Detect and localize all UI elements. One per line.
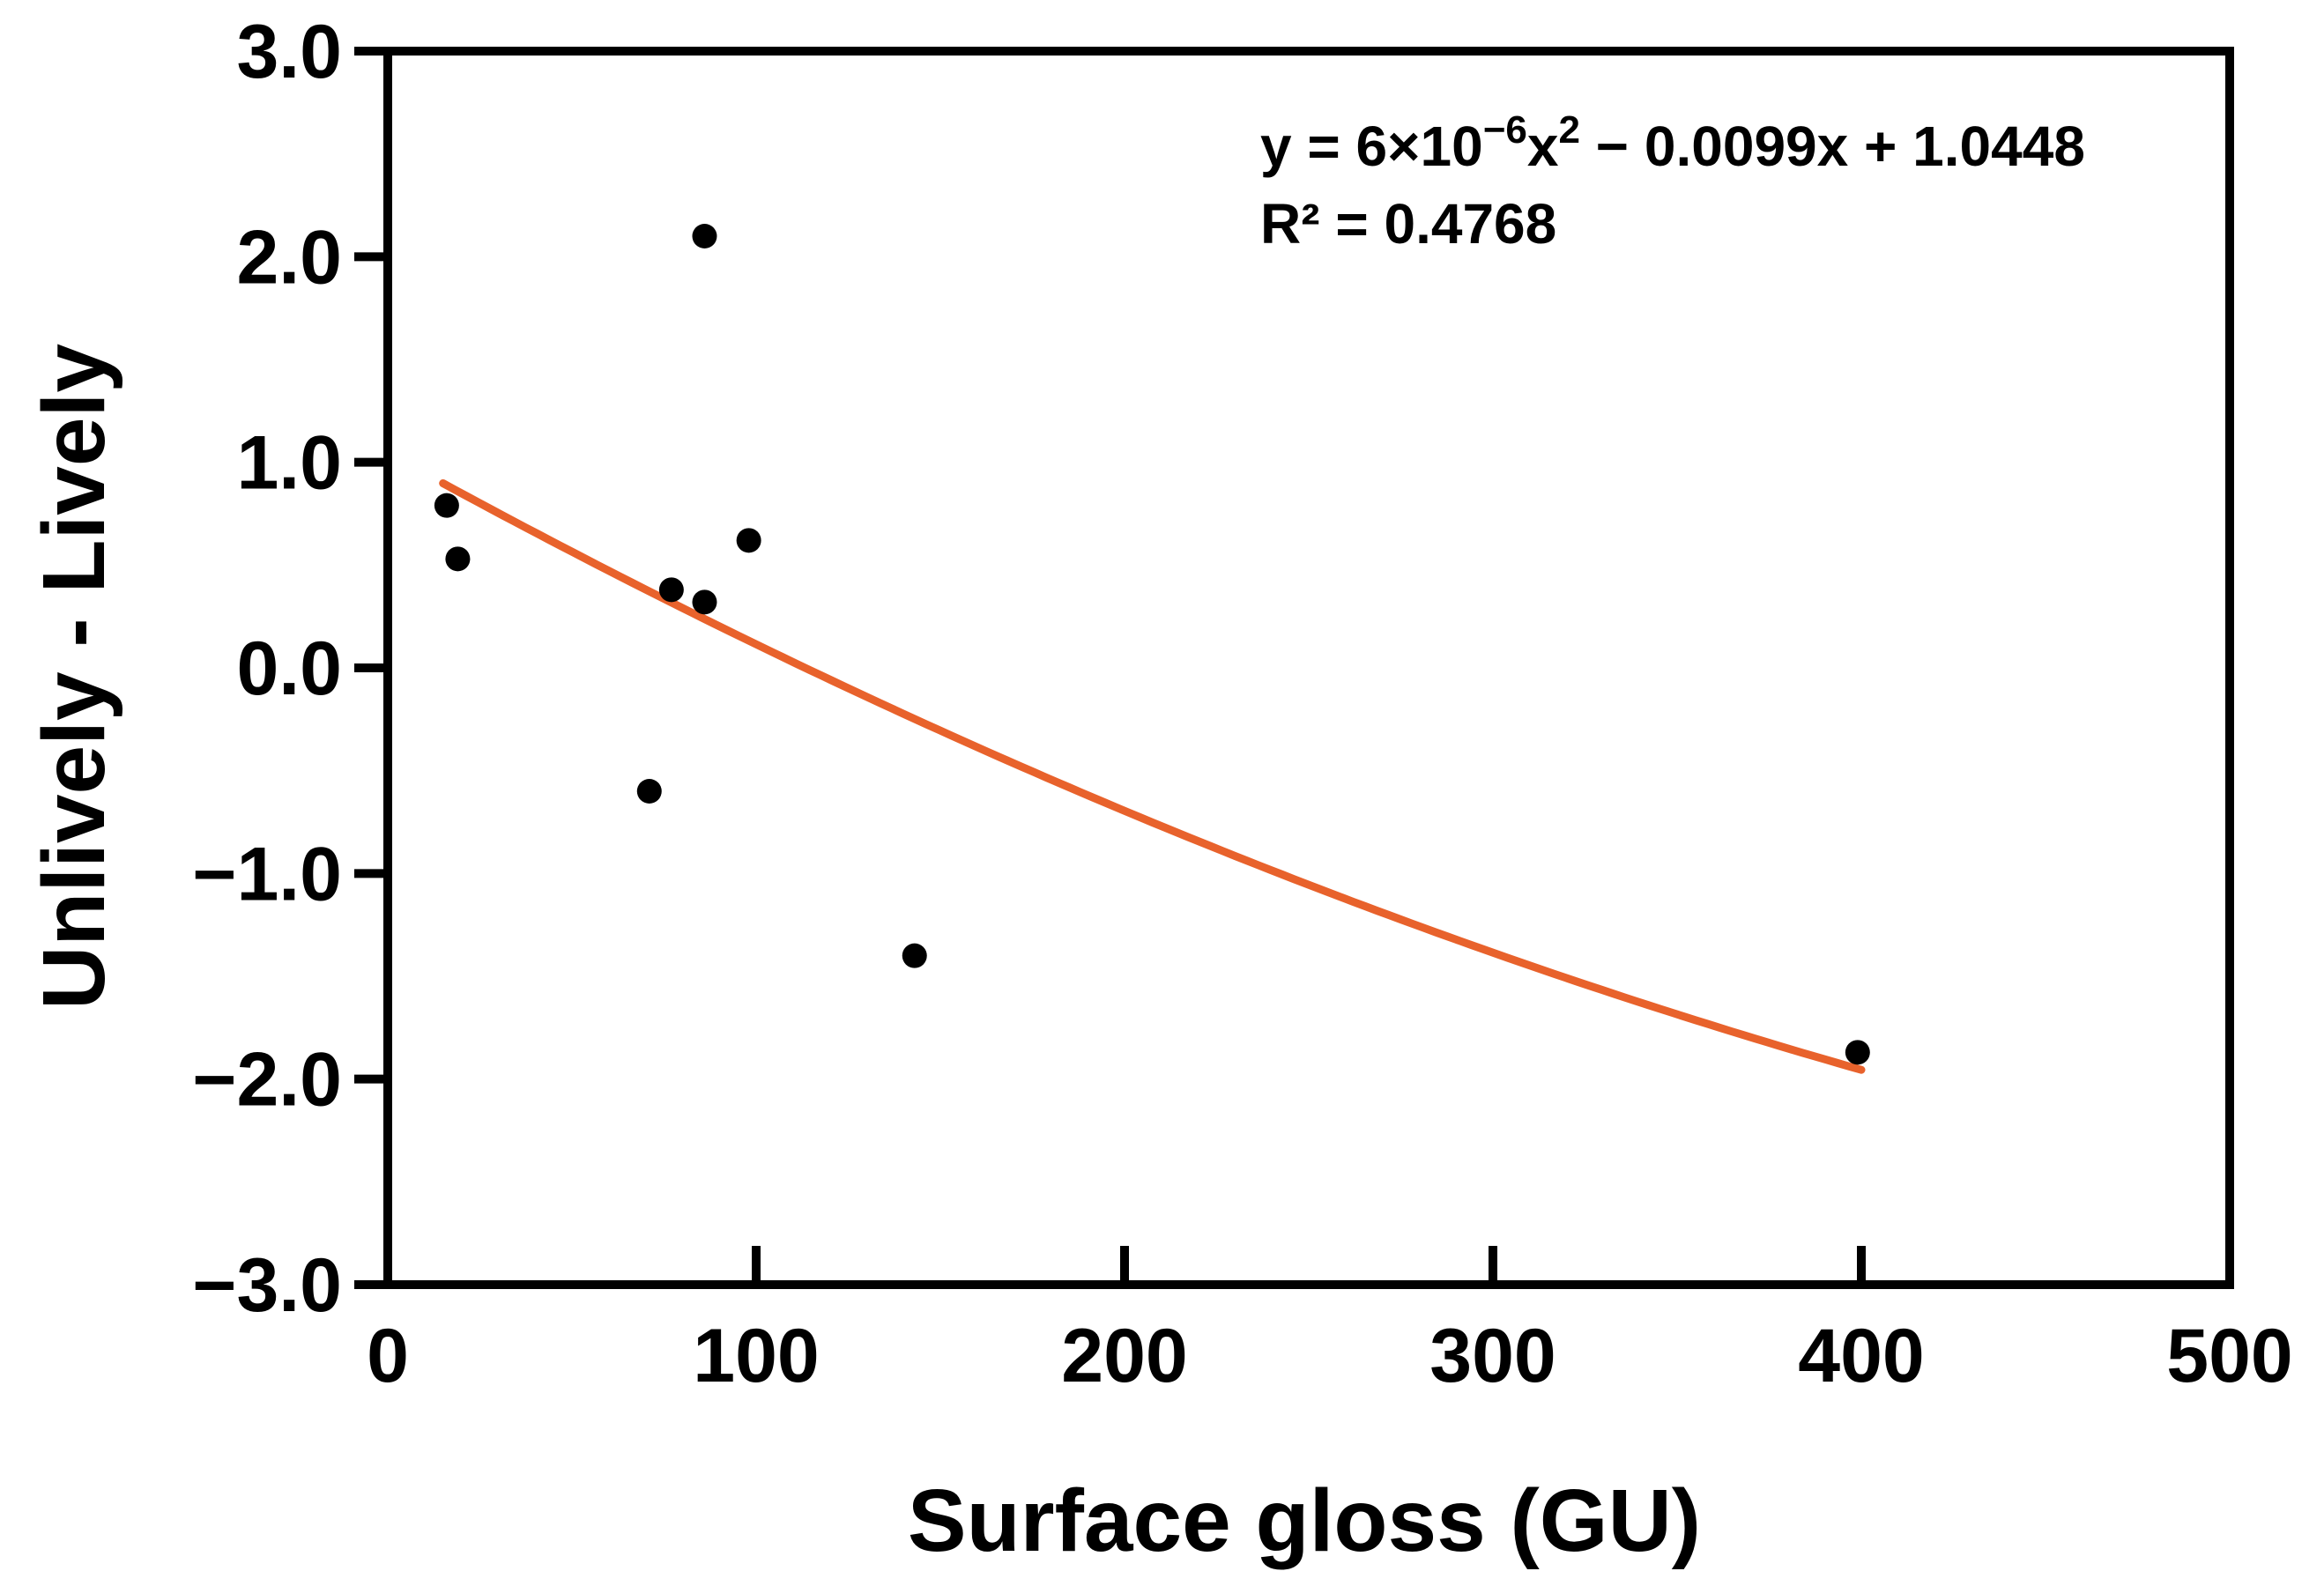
data-point [902, 943, 927, 968]
fit-curve [439, 479, 1866, 1074]
y-tick-label: −2.0 [192, 1038, 342, 1123]
equation-prefix: y = 6×10 [1260, 115, 1483, 178]
equation-x-exponent: 2 [1558, 108, 1579, 152]
r-squared-label: R² = 0.4768 [1260, 192, 1556, 256]
x-tick-label: 500 [2166, 1314, 2293, 1398]
x-tick-label: 300 [1429, 1314, 1556, 1398]
y-tick-label: 0.0 [236, 626, 342, 711]
x-axis-title: Surface gloss (GU) [908, 1471, 1701, 1570]
y-tick-label: −3.0 [192, 1243, 342, 1328]
data-point [692, 224, 717, 248]
x-tick-label: 400 [1798, 1314, 1925, 1398]
equation-x: x [1527, 115, 1559, 178]
equation-exponent: −6 [1483, 108, 1527, 152]
data-point [445, 546, 471, 572]
data-point [658, 577, 684, 603]
data-point [692, 589, 717, 615]
y-tick-label: 3.0 [236, 10, 342, 94]
y-tick-label: 1.0 [236, 421, 342, 506]
y-tick-label: 2.0 [236, 215, 342, 300]
data-point [736, 528, 761, 553]
plot-frame [383, 47, 2234, 1289]
y-axis-title: Unlively - Lively [25, 344, 123, 1010]
fit-equation: y = 6×10−6x2 − 0.0099x + 1.0448 [1260, 108, 2085, 178]
x-tick-label: 100 [693, 1314, 820, 1398]
equation-suffix: − 0.0099x + 1.0448 [1580, 115, 2085, 178]
y-axis-ticks: 3.0 2.0 1.0 0.0 −1.0 −2.0 −3.0 [192, 10, 388, 1328]
x-axis-ticks: 0 100 200 300 400 500 [367, 1246, 2293, 1398]
data-point [434, 493, 459, 518]
data-points [434, 224, 1870, 1065]
data-point [636, 779, 662, 804]
data-point [1845, 1040, 1870, 1065]
x-tick-label: 0 [367, 1314, 409, 1398]
x-tick-label: 200 [1061, 1314, 1188, 1398]
y-tick-label: −1.0 [192, 832, 342, 916]
